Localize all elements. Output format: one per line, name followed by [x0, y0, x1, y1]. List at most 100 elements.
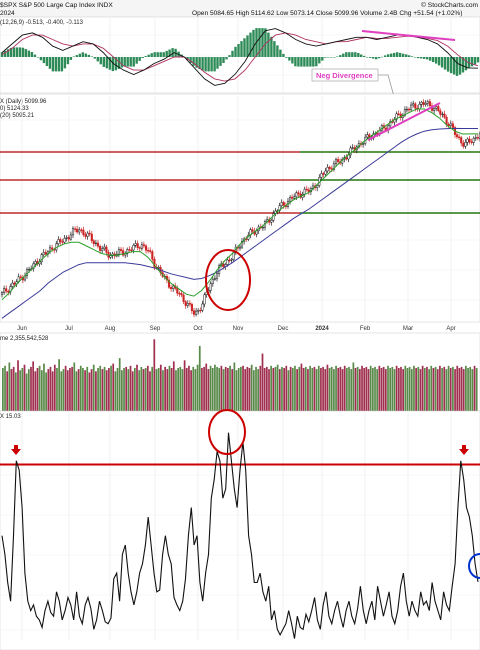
volume-bar	[138, 370, 141, 411]
volume-bar	[333, 369, 335, 411]
macd-histogram-bar	[99, 57, 102, 65]
price-candle-body	[92, 240, 95, 244]
volume-bar	[465, 365, 467, 411]
price-candle-body	[34, 261, 37, 265]
price-candle-body	[395, 113, 398, 120]
macd-histogram-bar	[327, 57, 330, 58]
price-candle-body	[147, 250, 150, 252]
macd-histogram-bar	[207, 57, 210, 72]
macd-histogram-bar	[171, 48, 174, 57]
price-candle-body	[122, 250, 125, 256]
volume-bar	[441, 368, 443, 411]
volume-bar	[428, 369, 430, 411]
volume-bar	[194, 369, 197, 411]
vix-peak-arrow-right	[459, 445, 469, 455]
macd-histogram-bar	[237, 44, 240, 57]
price-legend-line2: 0) 5124.33	[0, 106, 29, 112]
volume-bar	[289, 366, 292, 411]
volume-bar	[90, 369, 93, 411]
volume-bar	[185, 368, 188, 411]
price-legend-line3: (20) 5095.21	[0, 113, 35, 119]
price-candle-body	[144, 245, 148, 251]
volume-bar	[449, 368, 452, 411]
macd-histogram-bar	[288, 57, 291, 61]
price-candle-body	[74, 228, 77, 230]
price-divergence-line	[367, 102, 441, 141]
volume-bar	[328, 368, 331, 411]
volume-bar	[123, 368, 125, 411]
price-candle-body	[295, 192, 298, 197]
price-candle-body	[76, 228, 79, 233]
volume-bar	[218, 368, 221, 411]
vix-spike-circle	[208, 409, 246, 455]
volume-bar	[227, 368, 229, 411]
volume-bar	[214, 364, 216, 411]
macd-histogram-bar	[264, 28, 267, 57]
volume-bar	[369, 365, 372, 411]
price-candle-body	[138, 247, 141, 249]
price-candle-body	[170, 287, 173, 290]
price-candle-body	[462, 142, 465, 147]
volume-bar	[66, 370, 69, 411]
macd-histogram-bar	[90, 56, 93, 57]
macd-histogram-bar	[366, 57, 369, 58]
volume-bar	[118, 358, 121, 411]
macd-histogram-bar	[378, 57, 381, 59]
price-candle-body	[389, 121, 392, 127]
volume-bar	[235, 370, 238, 411]
price-candle-body	[332, 163, 335, 170]
macd-histogram-bar	[36, 57, 40, 58]
price-candle-body	[270, 219, 273, 223]
macd-histogram-bar	[147, 54, 150, 57]
volume-bar	[246, 366, 249, 411]
macd-histogram-bar	[407, 55, 411, 57]
price-candle-body	[186, 303, 189, 306]
volume-bar	[79, 365, 82, 411]
volume-bar	[417, 366, 420, 411]
volume-bar	[335, 365, 337, 411]
macd-histogram-bar	[419, 57, 423, 59]
macd-histogram-bar	[105, 57, 108, 69]
volume-bar	[367, 369, 370, 411]
volume-bar	[103, 366, 106, 411]
price-candle-body	[80, 229, 83, 231]
price-candle-body	[119, 249, 123, 251]
price-candle-body	[195, 310, 198, 315]
price-candle-body	[455, 134, 459, 138]
macd-histogram-bar	[213, 57, 216, 72]
price-candle-body	[140, 244, 143, 249]
volume-bar	[278, 369, 281, 411]
macd-histogram-bar	[159, 52, 162, 57]
macd-histogram-bar	[96, 57, 99, 62]
price-candle-body	[215, 273, 219, 279]
price-candle-body	[203, 294, 206, 305]
vix-panel-frame	[0, 410, 480, 650]
price-candle-body	[63, 238, 66, 243]
macd-histogram-bar	[39, 57, 43, 61]
macd-histogram-bar	[312, 57, 315, 67]
price-candle-body	[447, 124, 450, 126]
macd-histogram-bar	[342, 53, 345, 57]
volume-bar	[458, 368, 461, 411]
price-candle-body	[238, 246, 242, 249]
price-candle-body	[466, 138, 469, 143]
volume-bar	[361, 365, 363, 411]
vix-panel: X 15.03	[0, 409, 480, 650]
macd-histogram-bar	[192, 57, 195, 66]
volume-bar	[313, 366, 316, 411]
macd-histogram-bar	[393, 52, 396, 57]
volume-bar	[220, 365, 223, 411]
volume-bar	[380, 368, 383, 411]
macd-divergence-line	[361, 30, 456, 41]
macd-histogram-bar	[357, 53, 360, 57]
macd-histogram-bar	[117, 57, 120, 69]
volume-bar	[473, 365, 476, 411]
volume-bar	[77, 369, 80, 411]
macd-histogram-bar	[252, 29, 255, 57]
macd-histogram-bar	[246, 35, 249, 57]
volume-bar	[352, 362, 355, 411]
volume-bar	[229, 365, 231, 411]
macd-histogram-bar	[6, 49, 10, 57]
volume-bar	[149, 371, 151, 411]
volume-bar	[391, 366, 394, 411]
